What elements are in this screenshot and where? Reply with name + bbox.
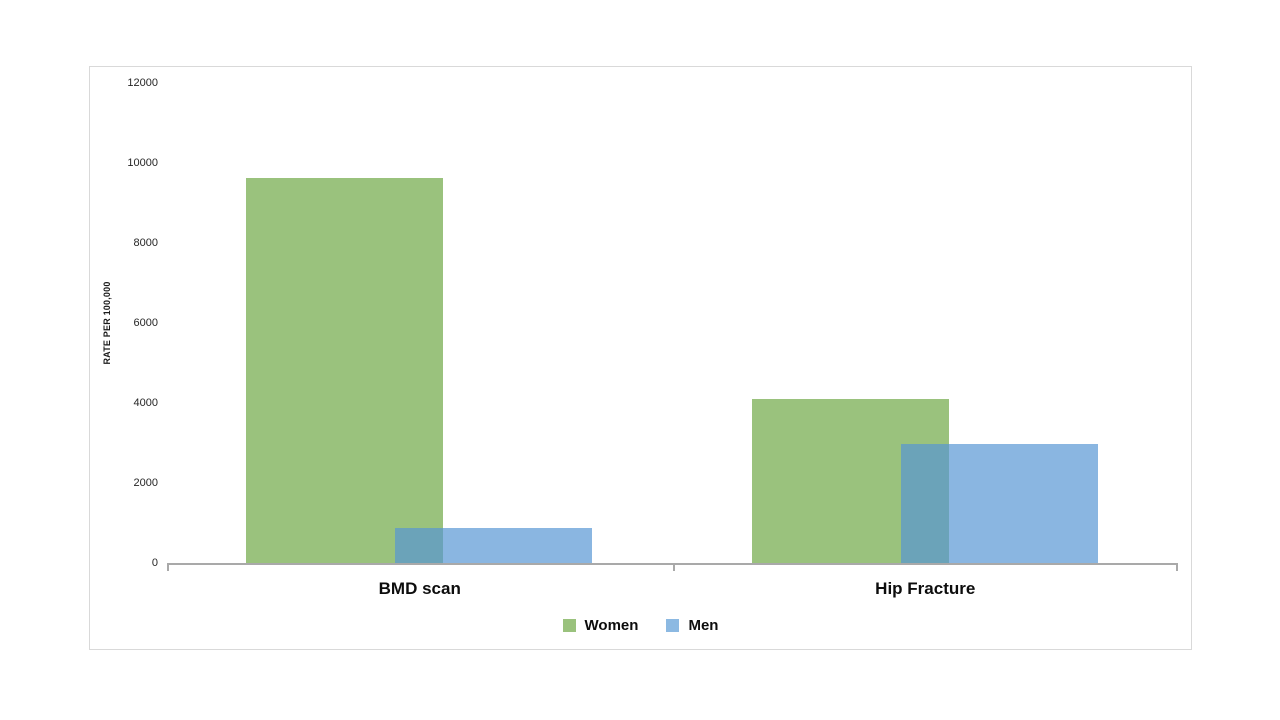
x-axis-tick-mark — [1176, 563, 1178, 571]
x-axis-category-label: Hip Fracture — [875, 579, 976, 598]
legend-item-men: Men — [666, 617, 718, 634]
chart-frame: RATE PER 100,000 0 2000 4000 6000 8000 10000 1… — [89, 66, 1192, 650]
y-tick-label: 8000 — [133, 237, 158, 249]
y-tick-label: 10000 — [127, 157, 158, 169]
legend-label: Men — [688, 617, 719, 634]
legend-swatch — [562, 619, 576, 632]
bar-men-hip-fracture — [900, 444, 1098, 563]
y-tick-label: 6000 — [133, 317, 158, 329]
y-tick-label: 12000 — [127, 77, 158, 89]
x-axis-tick-mark — [167, 563, 169, 571]
y-tick-label: 4000 — [133, 397, 158, 409]
legend-label: Women — [584, 617, 639, 634]
bar-men-bmd-scan — [395, 528, 592, 563]
bar-women-bmd-scan — [246, 178, 443, 563]
legend-item-women: Women — [562, 617, 639, 634]
x-axis-category-label: BMD scan — [378, 579, 461, 598]
y-tick-label: 0 — [151, 557, 158, 569]
y-tick-label: 2000 — [133, 477, 158, 489]
legend: Women Men — [90, 617, 1191, 634]
plot-area — [167, 83, 1178, 563]
legend-swatch — [666, 619, 680, 632]
x-axis-tick-mark — [672, 563, 675, 571]
